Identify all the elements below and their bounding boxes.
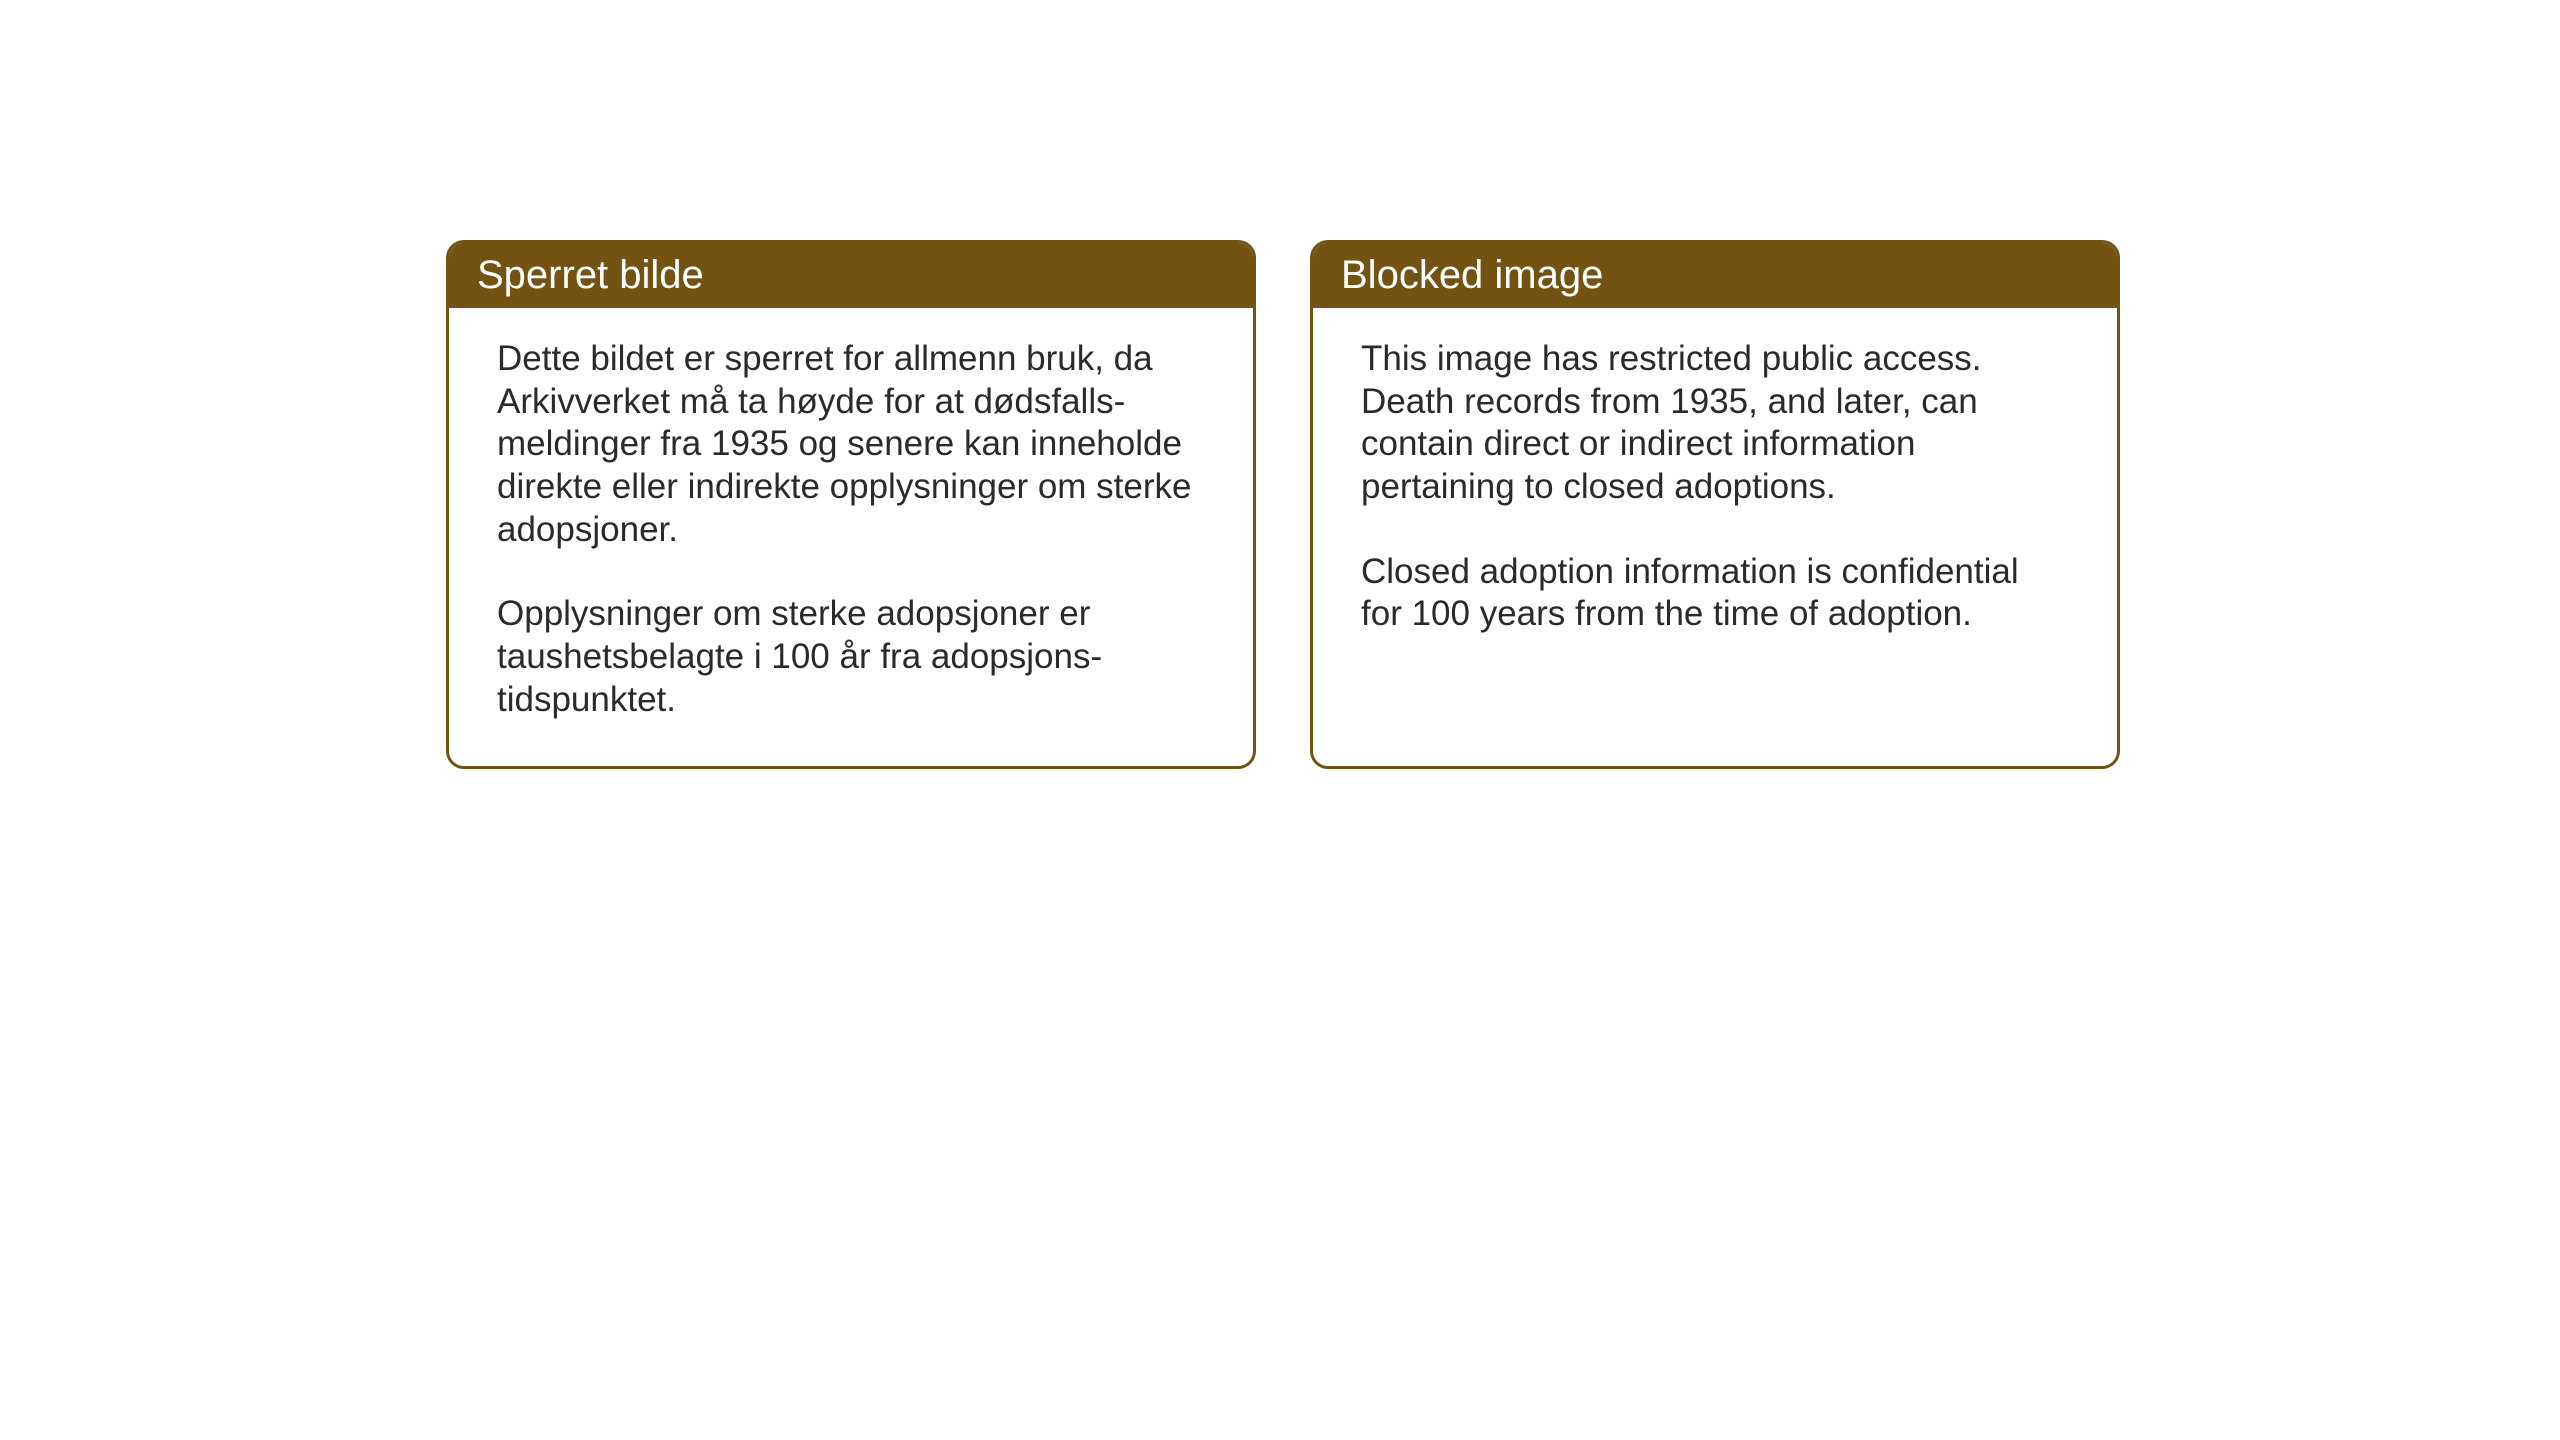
notice-paragraph: Dette bildet er sperret for allmenn bruk… [497, 338, 1205, 551]
notice-title-english: Blocked image [1341, 253, 1603, 297]
notice-header-english: Blocked image [1313, 243, 2117, 308]
notice-body-english: This image has restricted public access.… [1313, 308, 2117, 748]
notice-container: Sperret bilde Dette bildet er sperret fo… [446, 240, 2120, 769]
notice-paragraph: Closed adoption information is confident… [1361, 551, 2069, 636]
notice-box-english: Blocked image This image has restricted … [1310, 240, 2120, 769]
notice-body-norwegian: Dette bildet er sperret for allmenn bruk… [449, 308, 1253, 766]
notice-box-norwegian: Sperret bilde Dette bildet er sperret fo… [446, 240, 1256, 769]
notice-paragraph: Opplysninger om sterke adopsjoner er tau… [497, 593, 1205, 721]
notice-header-norwegian: Sperret bilde [449, 243, 1253, 308]
notice-title-norwegian: Sperret bilde [477, 253, 704, 297]
notice-paragraph: This image has restricted public access.… [1361, 338, 2069, 509]
